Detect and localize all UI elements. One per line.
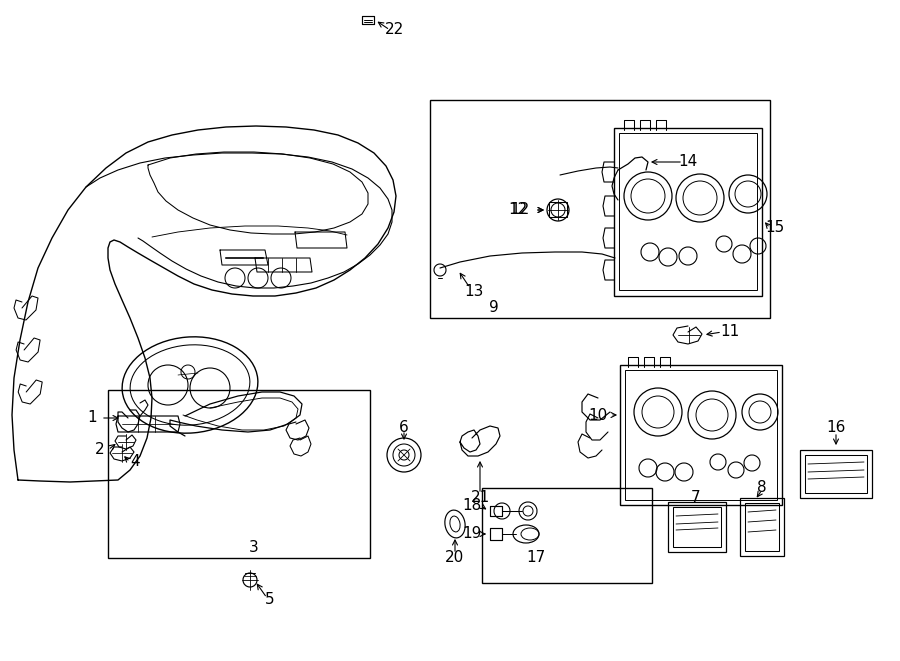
Text: 5: 5 <box>266 592 274 607</box>
Text: 14: 14 <box>679 155 698 169</box>
Bar <box>614 128 762 296</box>
Text: 12: 12 <box>508 202 528 217</box>
Text: 22: 22 <box>385 22 405 38</box>
Bar <box>625 370 777 500</box>
Text: 20: 20 <box>446 551 464 566</box>
Text: 7: 7 <box>691 490 701 506</box>
Bar <box>619 133 757 290</box>
Bar <box>805 455 867 493</box>
Text: 16: 16 <box>826 420 846 436</box>
Text: 8: 8 <box>757 481 767 496</box>
Text: 19: 19 <box>463 527 482 541</box>
Text: 10: 10 <box>589 407 608 422</box>
Text: 2: 2 <box>95 442 104 457</box>
Text: 9: 9 <box>489 301 499 315</box>
Bar <box>800 450 872 498</box>
Text: 15: 15 <box>765 221 785 235</box>
Text: 21: 21 <box>471 490 490 506</box>
Bar <box>482 488 652 583</box>
Text: 11: 11 <box>720 325 740 340</box>
Text: 4: 4 <box>130 455 140 469</box>
Text: 1: 1 <box>87 410 97 426</box>
Text: 18: 18 <box>463 498 482 514</box>
Text: 12: 12 <box>511 202 530 217</box>
Bar <box>668 502 726 552</box>
Bar <box>108 390 370 558</box>
Bar <box>745 503 779 551</box>
Text: 6: 6 <box>399 420 409 436</box>
Text: 3: 3 <box>249 541 259 555</box>
Bar <box>620 365 782 505</box>
Text: 17: 17 <box>526 551 545 566</box>
Bar <box>740 498 784 556</box>
Bar <box>549 202 567 217</box>
Bar <box>673 507 721 547</box>
Text: 13: 13 <box>464 284 483 299</box>
Bar <box>430 100 770 318</box>
